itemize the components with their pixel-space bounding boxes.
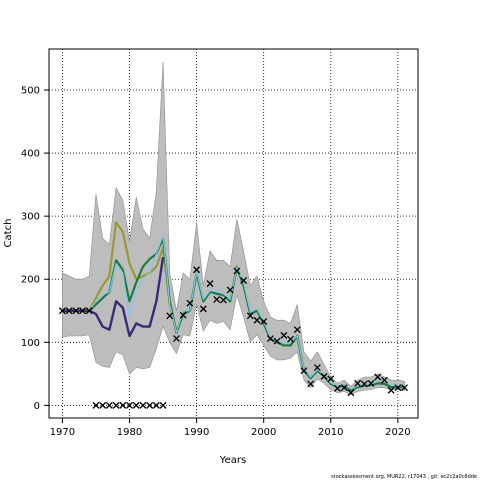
observed-point-2014	[354, 379, 362, 387]
series-lines	[62, 221, 405, 392]
observed-point-2005	[293, 326, 301, 334]
footer-credit: stockassessment.org, MUR22, r17043 , git…	[331, 474, 477, 480]
observed-point-1991	[199, 305, 207, 313]
observed-point-1982	[139, 401, 147, 409]
y-axis-ticks: 0 100 200 300 400 500	[21, 86, 49, 412]
observed-point-1987	[173, 335, 180, 342]
series-line-navy	[62, 256, 165, 338]
observed-point-1992	[206, 280, 214, 288]
observed-point-1998	[246, 312, 254, 320]
observed-point-1980	[126, 401, 133, 409]
observed-point-1988	[179, 311, 187, 319]
observed-point-2002	[273, 337, 281, 345]
observed-point-1985	[159, 401, 167, 409]
observed-point-2003	[280, 331, 288, 339]
x-tick-label-2010: 2010	[318, 427, 343, 438]
confidence-band	[62, 61, 405, 395]
observed-point-1990	[193, 266, 201, 274]
y-tick-label-400: 400	[21, 149, 40, 160]
observed-point-1976	[99, 401, 107, 409]
x-tick-label-1980: 1980	[117, 427, 142, 438]
x-axis-ticks: 1970 1980 1990 2000 2010 2020	[50, 418, 411, 438]
observed-point-1999	[253, 316, 261, 324]
observed-point-2013	[347, 389, 355, 397]
observed-point-2008	[313, 364, 321, 371]
observed-point-2004	[287, 335, 294, 343]
observed-point-1993	[213, 295, 221, 303]
x-axis-title: Years	[219, 455, 246, 466]
observed-point-1970	[58, 307, 66, 315]
observed-point-1979	[119, 401, 127, 409]
observed-point-2012	[340, 384, 348, 392]
observed-point-2001	[266, 335, 274, 342]
x-tick-label-2000: 2000	[251, 427, 276, 438]
observed-point-2017	[374, 373, 382, 381]
observed-point-2000	[260, 318, 268, 325]
observed-point-1994	[219, 296, 227, 304]
observed-point-2021	[401, 384, 409, 392]
observed-point-1996	[233, 267, 241, 275]
observed-point-2020	[394, 384, 402, 392]
y-axis-title: Catch	[3, 219, 14, 248]
series-line-lightblue	[88, 234, 405, 390]
observed-point-1977	[105, 401, 113, 409]
observed-point-1981	[132, 401, 140, 409]
observed-point-1978	[112, 401, 120, 409]
observed-point-1971	[65, 307, 73, 315]
observed-point-1984	[152, 401, 160, 409]
y-tick-label-100: 100	[21, 338, 40, 349]
observed-point-1974	[85, 307, 93, 315]
observed-markers	[58, 266, 409, 409]
x-tick-label-1990: 1990	[184, 427, 209, 438]
observed-point-2015	[360, 380, 368, 388]
observed-point-1975	[92, 401, 100, 409]
observed-point-1983	[146, 401, 154, 409]
plot-frame	[48, 48, 419, 419]
observed-point-2011	[334, 384, 341, 392]
y-tick-label-200: 200	[21, 275, 40, 286]
observed-point-2007	[307, 380, 315, 388]
observed-point-1997	[240, 277, 248, 284]
observed-point-2016	[367, 379, 375, 387]
observed-point-2019	[387, 386, 395, 394]
observed-point-2006	[300, 367, 308, 375]
observed-point-1986	[166, 312, 174, 320]
y-tick-label-500: 500	[21, 86, 40, 97]
x-tick-label-2020: 2020	[385, 427, 410, 438]
confidence-band-area	[62, 61, 405, 395]
y-tick-label-0: 0	[34, 401, 40, 412]
observed-point-1995	[226, 286, 234, 294]
observed-point-1972	[72, 307, 80, 315]
observed-point-2009	[320, 372, 328, 380]
observed-point-1989	[186, 299, 194, 307]
observed-point-2010	[327, 375, 335, 383]
x-tick-label-1970: 1970	[50, 427, 75, 438]
observed-point-1973	[79, 307, 87, 315]
y-tick-label-300: 300	[21, 212, 40, 223]
observed-point-2018	[380, 376, 388, 384]
